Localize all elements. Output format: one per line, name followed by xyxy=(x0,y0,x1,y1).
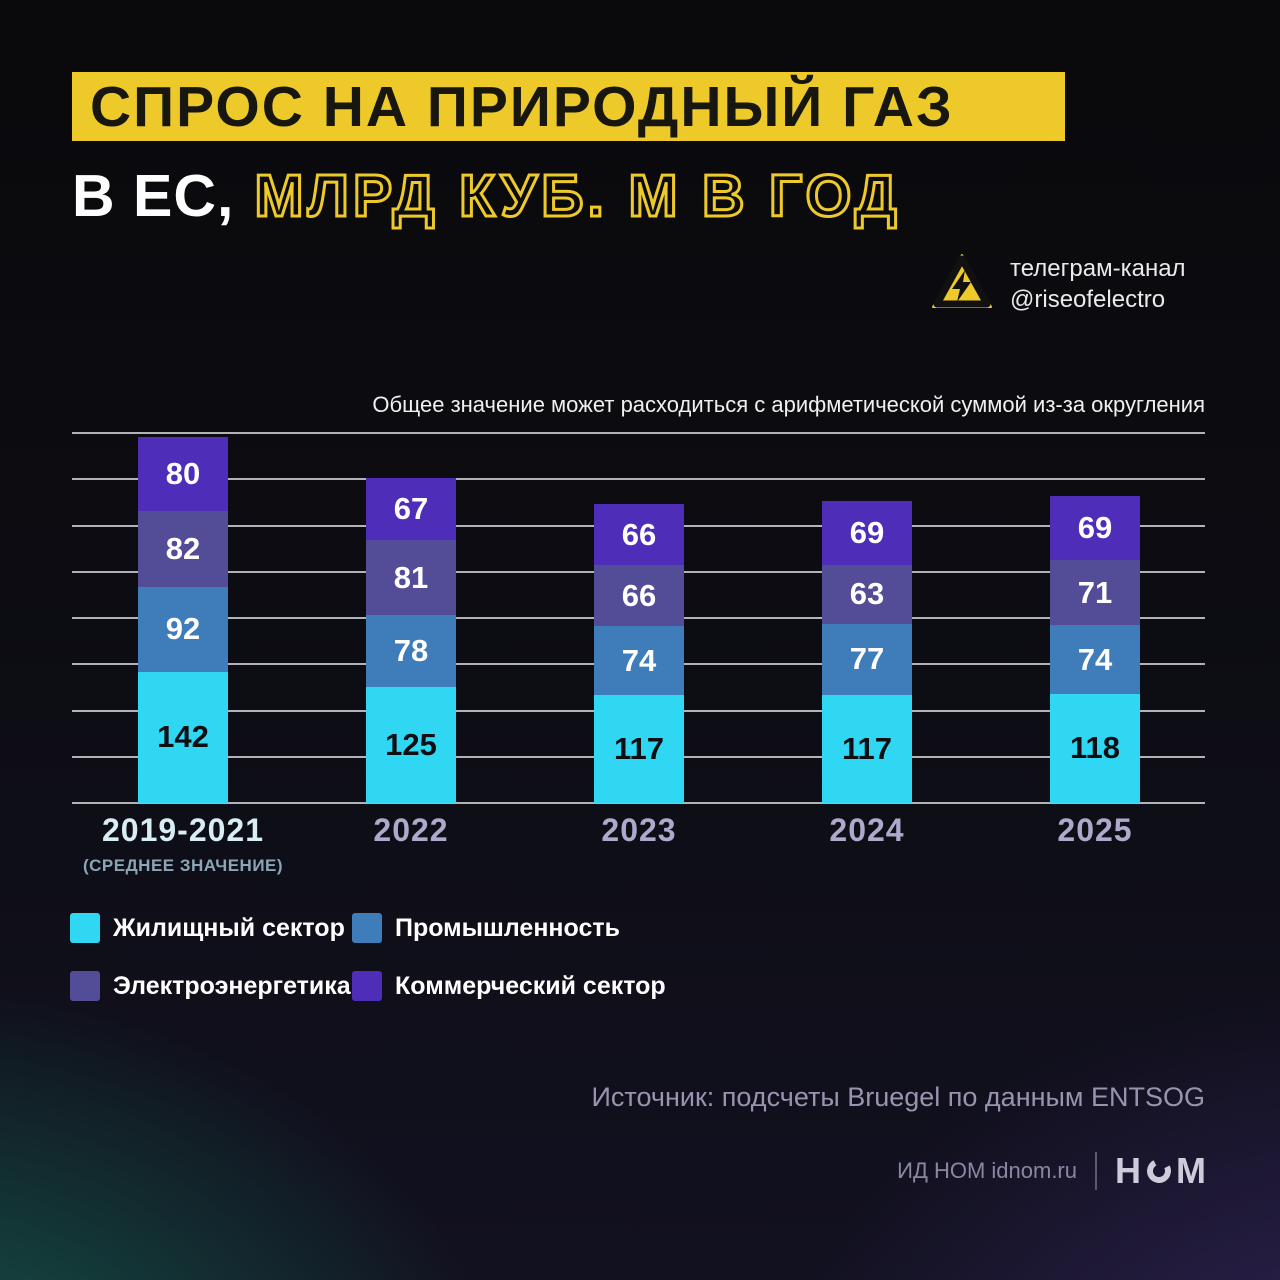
bar-segment-value: 74 xyxy=(621,642,657,678)
logo-letter-o-ring xyxy=(1143,1155,1175,1187)
bar-segment: 67 xyxy=(366,478,456,541)
gridline-400 xyxy=(72,432,1205,434)
source-credit: Источник: подсчеты Bruegel по данным ENT… xyxy=(591,1082,1206,1112)
telegram-channel-badge: телеграм-канал @riseofelectro xyxy=(930,252,1186,316)
legend-swatch xyxy=(352,971,382,1001)
bar-segment-value: 63 xyxy=(849,576,885,612)
bar-segment: 77 xyxy=(822,623,912,695)
logo-letter-n: Н xyxy=(1115,1150,1142,1191)
legend-item: Промышленность xyxy=(352,913,666,943)
bar-segment-value: 80 xyxy=(165,455,201,491)
bar-segment: 69 xyxy=(1050,495,1140,560)
page-title: СПРОС НА ПРИРОДНЫЙ ГАЗ xyxy=(90,74,954,139)
legend-label: Промышленность xyxy=(395,913,620,942)
x-axis-label-2023: 2023 xyxy=(601,812,677,848)
bar-segment: 78 xyxy=(366,615,456,688)
bar-segment: 92 xyxy=(138,586,228,672)
legend-item: Жилищный сектор xyxy=(70,913,352,943)
stacked-bar-2025: 118 74 71 69 xyxy=(1050,495,1140,803)
bar-segment-value: 82 xyxy=(165,530,201,566)
bar-segment: 63 xyxy=(822,565,912,624)
bar-segment-value: 92 xyxy=(165,611,201,647)
bar-segment-value: 78 xyxy=(393,633,429,669)
publisher-text: ИД НОМ idnom.ru xyxy=(897,1158,1077,1183)
gridline-0 xyxy=(72,802,1205,804)
bar-segment: 80 xyxy=(138,436,228,511)
legend-label: Жилищный сектор xyxy=(113,913,345,942)
legend-swatch xyxy=(70,913,100,943)
bar-segment: 66 xyxy=(594,504,684,566)
bar-segment: 66 xyxy=(594,565,684,627)
stacked-bar-2023: 117 74 66 66 xyxy=(594,504,684,803)
telegram-label: телеграм-канал xyxy=(1010,254,1186,282)
telegram-channel-text: телеграм-канал @riseofelectro xyxy=(1010,253,1186,315)
bar-segment-value: 142 xyxy=(157,719,209,755)
bar-segment-value: 77 xyxy=(849,641,885,677)
bar-segment-value: 117 xyxy=(613,730,664,766)
x-axis-label-2025: 2025 xyxy=(1057,812,1133,848)
bar-segment: 69 xyxy=(822,501,912,566)
legend-swatch xyxy=(70,971,100,1001)
stacked-bar-2019-2021: 142 92 82 80 xyxy=(138,436,228,803)
x-axis-label-2022: 2022 xyxy=(373,812,449,848)
bar-segment: 117 xyxy=(594,694,684,803)
bar-segment-value: 69 xyxy=(1077,509,1113,545)
legend-label: Коммерческий сектор xyxy=(395,971,666,1000)
bar-segment-value: 81 xyxy=(393,559,429,595)
bar-segment: 118 xyxy=(1050,693,1140,803)
nom-logo: Н М xyxy=(1115,1150,1207,1192)
bar-segment: 117 xyxy=(822,694,912,803)
bar-segment-value: 71 xyxy=(1077,574,1113,610)
bar-segment: 125 xyxy=(366,687,456,803)
footer: ИД НОМ idnom.ru Н М xyxy=(700,1150,1207,1192)
x-axis-label-2024: 2024 xyxy=(829,812,905,848)
legend-swatch xyxy=(352,913,382,943)
title-highlight-band: СПРОС НА ПРИРОДНЫЙ ГАЗ xyxy=(72,72,1065,141)
bar-segment-value: 117 xyxy=(841,730,892,766)
legend-label: Электроэнергетика xyxy=(113,971,351,1000)
chart-plot: 142 92 82 80 125 78 81 67 117 74 66 66 117 77 63 69 118 7… xyxy=(72,432,1205,804)
bar-segment: 81 xyxy=(366,540,456,616)
bar-segment-value: 69 xyxy=(849,515,885,551)
chart-rounding-note: Общее значение может расходиться с арифм… xyxy=(372,392,1205,417)
bar-segment: 142 xyxy=(138,671,228,803)
bar-segment-value: 66 xyxy=(621,577,657,613)
bar-segment: 74 xyxy=(1050,625,1140,694)
subtitle-outlined: МЛРД КУБ. М В ГОД xyxy=(253,162,901,231)
high-voltage-warning-triangle-icon xyxy=(932,254,992,308)
page-subtitle: В ЕС, МЛРД КУБ. М В ГОД xyxy=(72,162,901,231)
x-axis-label-2019-2021: 2019-2021 xyxy=(101,812,265,848)
chart-legend: Жилищный сектор Промышленность Электроэнер… xyxy=(70,913,666,1001)
bar-segment: 71 xyxy=(1050,559,1140,626)
bar-segment-value: 118 xyxy=(1069,730,1120,766)
bar-segment: 82 xyxy=(138,510,228,587)
bar-segment-value: 125 xyxy=(385,727,437,763)
footer-divider xyxy=(1095,1152,1097,1190)
stacked-bar-2022: 125 78 81 67 xyxy=(366,478,456,803)
legend-item: Коммерческий сектор xyxy=(352,971,666,1001)
legend-item: Электроэнергетика xyxy=(70,971,352,1001)
stacked-bar-2024: 117 77 63 69 xyxy=(822,501,912,803)
telegram-handle: @riseofelectro xyxy=(1010,286,1166,313)
gridline-350 xyxy=(72,478,1205,481)
bar-segment-value: 67 xyxy=(393,491,429,527)
logo-letter-m: М xyxy=(1176,1150,1207,1191)
chart-x-axis-labels: 2019-2021 (СРЕДНЕЕ ЗНАЧЕНИЕ) 2022 2023 2024 2… xyxy=(72,812,1205,892)
x-axis-sublabel: (СРЕДНЕЕ ЗНАЧЕНИЕ) xyxy=(82,856,284,875)
bar-segment-value: 66 xyxy=(621,516,657,552)
bar-segment: 74 xyxy=(594,626,684,695)
bar-segment-value: 74 xyxy=(1077,641,1113,677)
subtitle-plain: В ЕС, xyxy=(72,163,235,229)
